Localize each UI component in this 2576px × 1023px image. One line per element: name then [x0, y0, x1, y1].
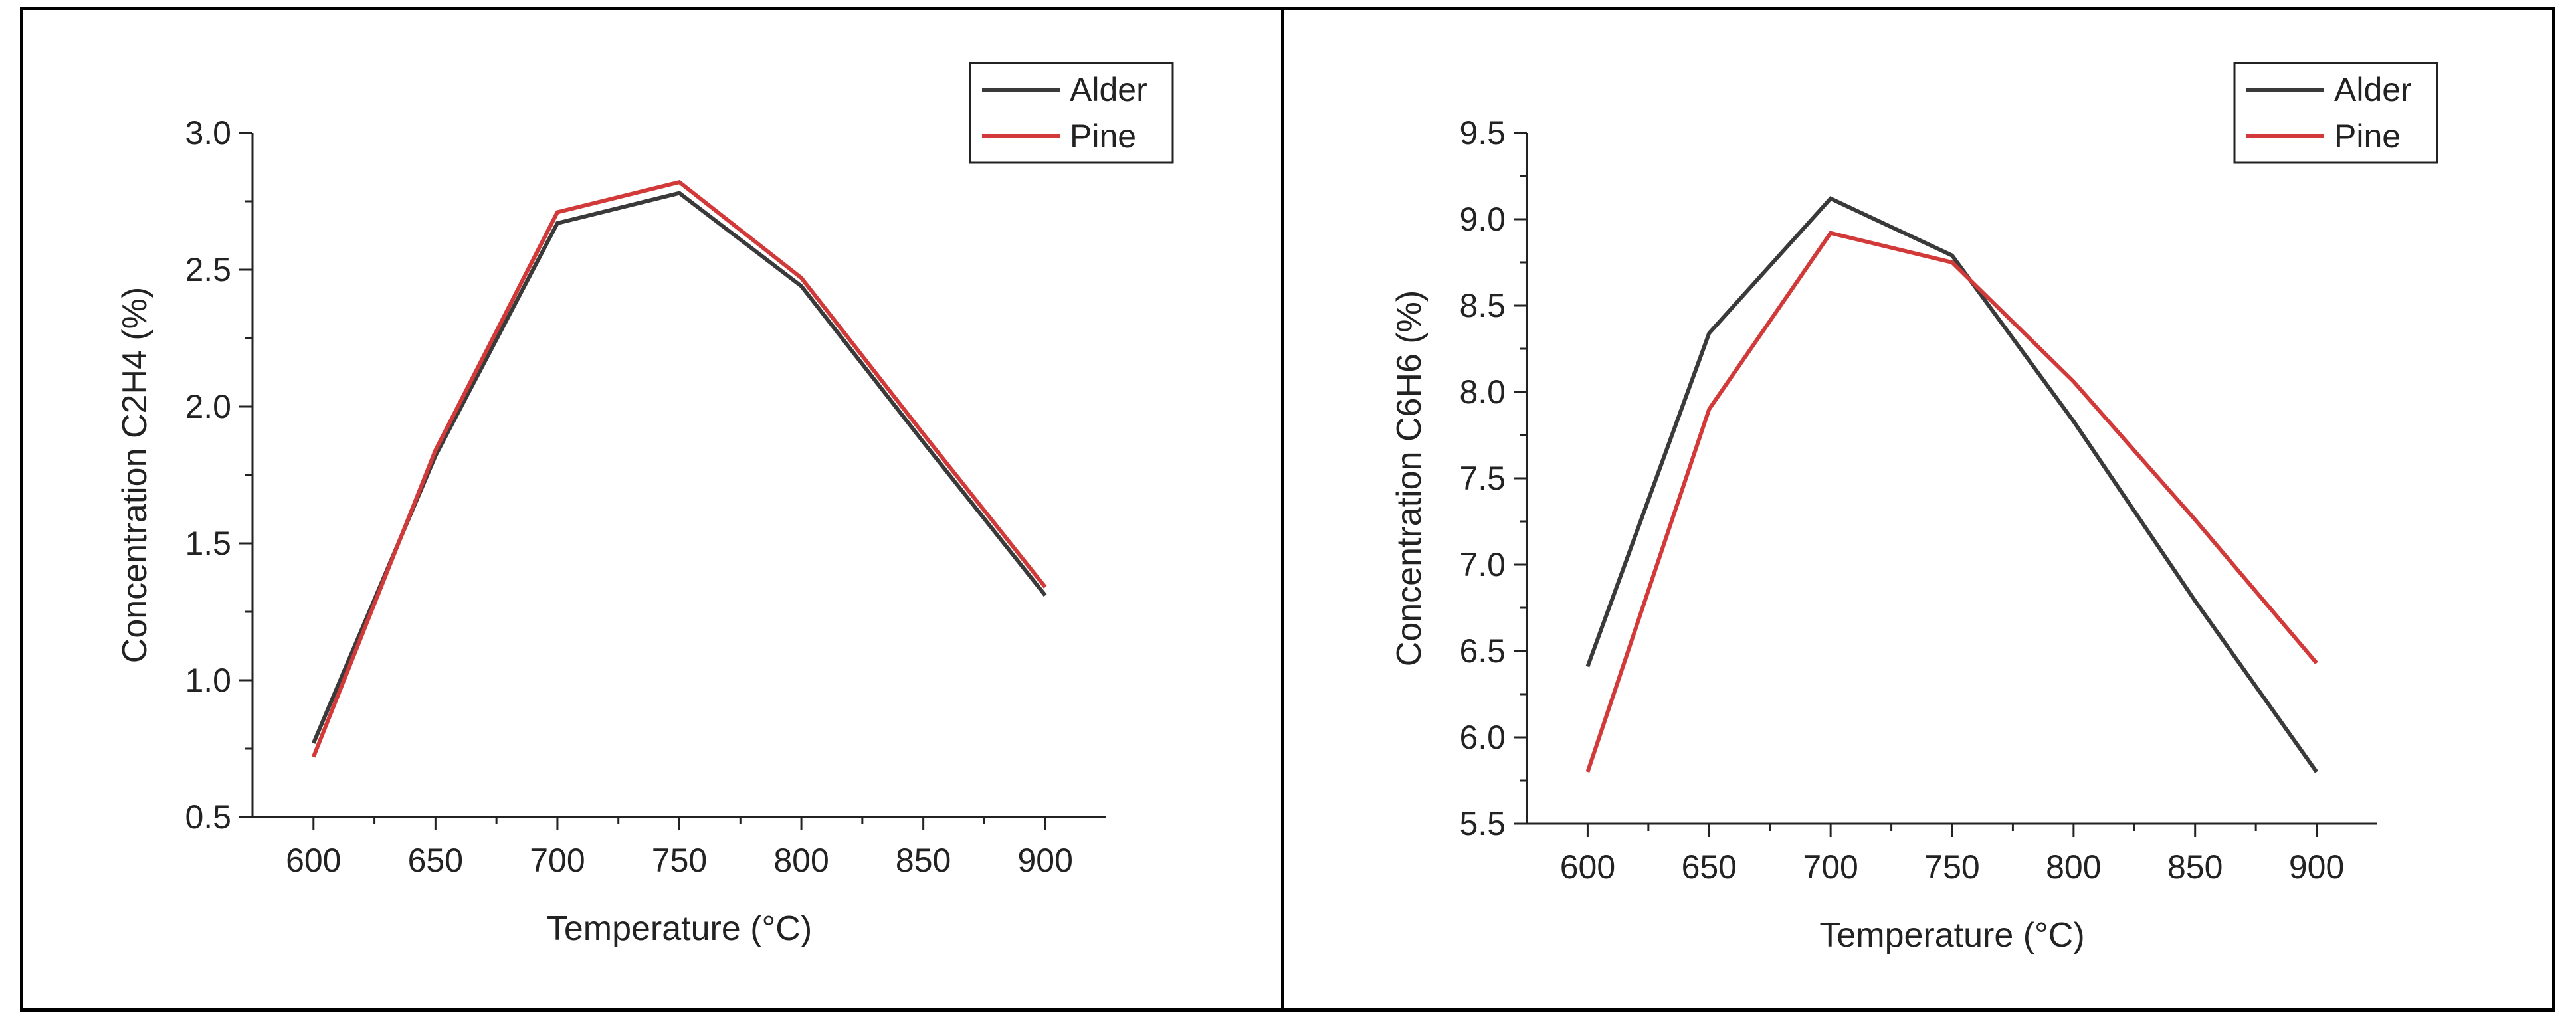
chart-c2h4: 0.5 1.0 1.5 2.0 2.5 3.0 600 650 700 750 800 850 900 T…: [116, 62, 1174, 948]
legend-label-pine: Pine: [1070, 118, 1136, 155]
x-axis-title: Temperature (°C): [1819, 916, 2084, 955]
y-axis-title: Concentration C2H4 (%): [116, 287, 154, 663]
y-tick-label: 1.0: [185, 662, 231, 699]
y-tick-label: 8.5: [1459, 287, 1506, 324]
legend-label-alder: Alder: [2334, 71, 2412, 108]
x-tick-label: 900: [1017, 842, 1072, 879]
y-tick-label: 0.5: [185, 798, 231, 836]
x-tick-label: 700: [530, 842, 585, 879]
x-axis-title: Temperature (°C): [547, 909, 812, 948]
y-axis-title: Concentration C6H6 (%): [1390, 290, 1429, 666]
chart-panel-c6h6: 5.5 6.0 6.5 7.0 7.5 8.0 8.5 9.0 9.5 600 650 700 750 8…: [1284, 10, 2552, 1008]
chart-panel-c2h4: 0.5 1.0 1.5 2.0 2.5 3.0 600 650 700 750 800 850 900 T…: [23, 10, 1281, 1008]
legend-box: [2233, 62, 2438, 164]
x-tick-label: 850: [896, 842, 951, 879]
panel-divider: [1281, 7, 1284, 1012]
x-tick-label: 600: [1560, 848, 1615, 885]
y-tick-label: 9.5: [1459, 114, 1506, 151]
y-tick-label: 2.5: [185, 251, 231, 288]
x-tick-label: 600: [286, 842, 341, 879]
x-tick-label: 850: [2167, 848, 2223, 885]
y-tick-label: 7.5: [1459, 460, 1506, 497]
series-line-alder: [312, 191, 1047, 744]
x-tick-label: 750: [1924, 848, 1979, 885]
x-tick-label: 650: [1682, 848, 1737, 885]
y-tick-label: 6.5: [1459, 632, 1506, 670]
y-tick-label: 2.0: [185, 388, 231, 425]
series-line-pine: [1585, 231, 2318, 773]
x-tick-label: 800: [773, 842, 829, 879]
x-tick-label: 650: [408, 842, 463, 879]
y-tick-label: 9.0: [1459, 201, 1506, 238]
x-tick-label: 700: [1803, 848, 1858, 885]
x-tick-label: 800: [2046, 848, 2101, 885]
x-tick-label: 900: [2289, 848, 2344, 885]
legend-label-alder: Alder: [1070, 71, 1147, 108]
y-tick-label: 3.0: [185, 114, 231, 151]
figure-frame: [20, 7, 2555, 1012]
y-tick-label: 7.0: [1459, 546, 1506, 583]
x-tick-label: 750: [652, 842, 707, 879]
y-tick-label: 8.0: [1459, 373, 1506, 411]
legend-label-pine: Pine: [2334, 118, 2401, 155]
legend-box: [969, 62, 1174, 164]
y-tick-label: 1.5: [185, 525, 231, 562]
chart-c6h6: 5.5 6.0 6.5 7.0 7.5 8.0 8.5 9.0 9.5 600 650 700 750 8…: [1390, 62, 2438, 955]
series-line-pine: [311, 179, 1047, 758]
series-line-alder: [1585, 196, 2319, 773]
y-tick-label: 6.0: [1459, 719, 1506, 756]
y-tick-label: 5.5: [1459, 805, 1506, 842]
